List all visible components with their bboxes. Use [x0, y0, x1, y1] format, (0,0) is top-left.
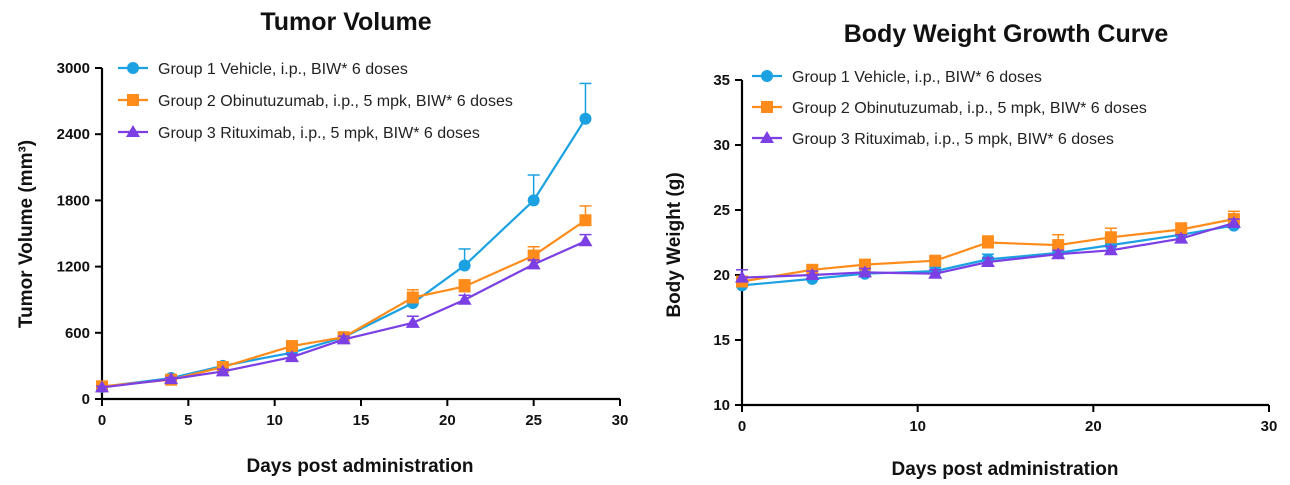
y-tick-label: 600	[65, 325, 90, 342]
data-point	[458, 280, 471, 293]
series-line	[101, 240, 586, 389]
legend-marker	[127, 94, 139, 106]
series-line	[101, 219, 587, 388]
series-line	[101, 118, 587, 388]
data-point	[336, 332, 351, 345]
data-point	[215, 364, 230, 377]
legend-label: Group 2 Obinutuzumab, i.p., 5 mpk, BIW* …	[792, 100, 1147, 117]
x-axis-label: Days post administration	[247, 456, 474, 477]
data-point	[526, 257, 541, 270]
chart-title: Body Weight Growth Curve	[844, 20, 1169, 48]
data-point	[928, 266, 943, 279]
y-tick-label: 35	[713, 72, 730, 89]
legend-item: Group 2 Obinutuzumab, i.p., 5 mpk, BIW* …	[118, 93, 513, 110]
legend-marker	[761, 70, 773, 82]
data-point	[578, 234, 593, 247]
legend-label: Group 1 Vehicle, i.p., BIW* 6 doses	[158, 61, 408, 78]
legend-marker	[761, 101, 773, 113]
legend-marker	[126, 125, 140, 137]
x-tick-label: 20	[439, 412, 456, 429]
data-point	[95, 380, 109, 393]
body-weight-chart: Body Weight Growth Curve Days post admin…	[664, 20, 1277, 480]
data-point	[1174, 231, 1189, 244]
series-3	[95, 233, 593, 393]
y-tick-label: 30	[713, 137, 730, 154]
data-point	[1103, 243, 1118, 256]
y-axis-label: Tumor Volume (mm³)	[16, 140, 37, 328]
data-point	[980, 255, 995, 267]
y-axis-label: Body Weight (g)	[664, 172, 685, 317]
legend-marker	[760, 131, 774, 143]
x-tick-label: 0	[98, 412, 106, 429]
legend-marker	[127, 62, 139, 74]
x-tick-label: 10	[909, 418, 926, 435]
plot-area	[95, 82, 593, 393]
data-point	[805, 268, 820, 280]
chart-title: Tumor Volume	[260, 8, 431, 36]
legend-label: Group 1 Vehicle, i.p., BIW* 6 doses	[792, 69, 1042, 86]
data-point	[735, 270, 749, 283]
x-tick-label: 20	[1085, 418, 1102, 435]
axis-ticks: 0 10 20 30 10 15 20 25 30 35	[713, 72, 1277, 435]
data-point	[285, 340, 298, 353]
x-tick-label: 25	[525, 412, 542, 429]
legend-item: Group 3 Rituximab, i.p., 5 mpk, BIW* 6 d…	[118, 125, 480, 142]
y-tick-label: 0	[82, 391, 90, 408]
legend-item: Group 2 Obinutuzumab, i.p., 5 mpk, BIW* …	[752, 100, 1147, 117]
y-tick-label: 15	[713, 332, 730, 349]
x-tick-label: 10	[266, 412, 283, 429]
series-2	[96, 205, 592, 393]
x-axis-label: Days post administration	[892, 459, 1119, 480]
legend: Group 1 Vehicle, i.p., BIW* 6 doses Group…	[752, 69, 1147, 148]
x-tick-label: 30	[612, 412, 629, 429]
data-point	[1175, 223, 1188, 236]
data-point	[1226, 216, 1241, 228]
data-point	[1104, 231, 1117, 244]
x-tick-label: 5	[184, 412, 192, 429]
y-tick-label: 3000	[57, 60, 90, 77]
data-point	[1051, 247, 1066, 260]
legend-label: Group 3 Rituximab, i.p., 5 mpk, BIW* 6 d…	[158, 125, 480, 142]
x-tick-label: 30	[1261, 418, 1278, 435]
legend-label: Group 3 Rituximab, i.p., 5 mpk, BIW* 6 d…	[792, 131, 1114, 148]
data-point	[929, 254, 942, 267]
legend-item: Group 1 Vehicle, i.p., BIW* 6 doses	[752, 69, 1042, 86]
y-tick-label: 1200	[57, 259, 90, 276]
y-tick-label: 10	[713, 397, 730, 414]
data-point	[405, 315, 420, 328]
series-3	[735, 216, 1241, 283]
data-point	[1052, 239, 1065, 252]
data-point	[284, 350, 299, 363]
data-point	[406, 291, 419, 304]
legend-item: Group 3 Rituximab, i.p., 5 mpk, BIW* 6 d…	[752, 131, 1114, 148]
x-tick-label: 0	[738, 418, 746, 435]
data-point	[457, 292, 472, 305]
legend-label: Group 2 Obinutuzumab, i.p., 5 mpk, BIW* …	[158, 93, 513, 110]
plot-area	[735, 210, 1241, 292]
data-point	[164, 372, 179, 385]
data-point	[579, 214, 592, 227]
data-point	[981, 236, 994, 249]
data-point	[527, 194, 540, 207]
tumor-volume-chart: Tumor Volume Days post administration Tu…	[16, 8, 628, 477]
data-point	[579, 112, 592, 125]
y-tick-label: 1800	[57, 192, 90, 209]
data-point	[527, 249, 540, 262]
y-tick-label: 20	[713, 267, 730, 284]
y-tick-label: 2400	[57, 126, 90, 143]
legend: Group 1 Vehicle, i.p., BIW* 6 doses Group…	[118, 61, 513, 142]
y-tick-label: 25	[713, 202, 730, 219]
data-point	[858, 258, 871, 271]
legend-item: Group 1 Vehicle, i.p., BIW* 6 doses	[118, 61, 408, 78]
x-tick-label: 15	[353, 412, 370, 429]
axis-ticks: 0 5 10 15 20 25 30 0 600 1200 1800 2400 3000	[57, 60, 629, 429]
data-point	[458, 259, 471, 272]
data-point	[857, 265, 872, 278]
